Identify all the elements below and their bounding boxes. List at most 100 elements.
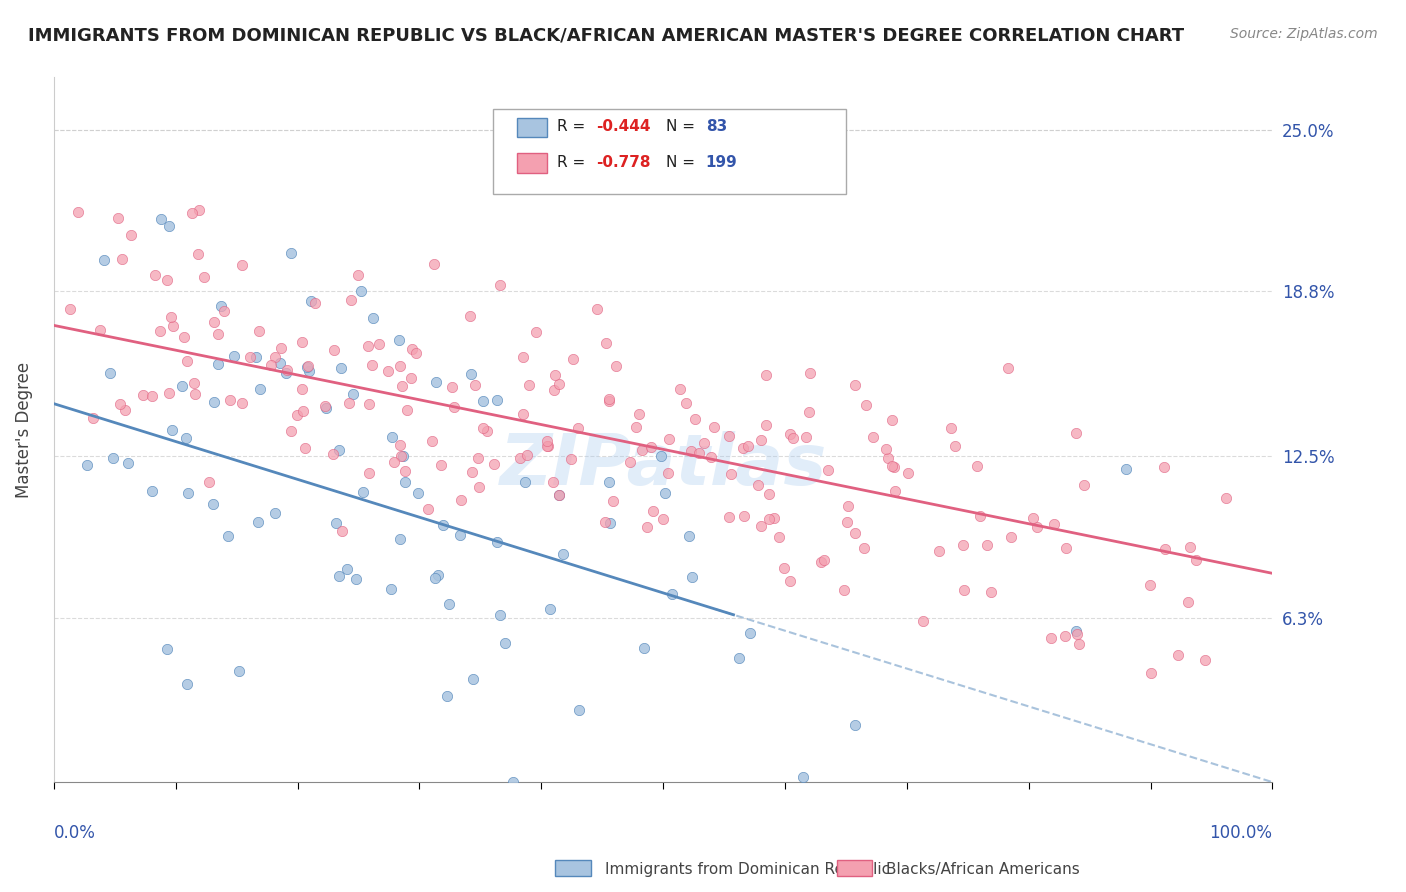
- Point: [357, 397, 380, 411]
- Point: [76, 458, 98, 472]
- Point: [792, 770, 814, 784]
- Point: [772, 560, 794, 574]
- Point: [779, 427, 801, 442]
- Point: [270, 341, 292, 355]
- Point: [245, 350, 267, 364]
- Point: [738, 625, 761, 640]
- Point: [405, 346, 427, 360]
- Point: [120, 228, 142, 243]
- Point: [718, 509, 741, 524]
- Point: [176, 486, 198, 500]
- Point: [737, 439, 759, 453]
- Point: [437, 598, 460, 612]
- Point: [460, 367, 482, 381]
- Point: [323, 343, 346, 357]
- Point: [357, 466, 380, 480]
- Point: [544, 368, 567, 382]
- Point: [440, 379, 463, 393]
- Point: [758, 512, 780, 526]
- Point: [458, 310, 481, 324]
- Point: [269, 355, 291, 369]
- Point: [188, 202, 211, 217]
- Text: ZIPatlas: ZIPatlas: [499, 431, 827, 500]
- Point: [82, 411, 104, 425]
- Point: [382, 455, 405, 469]
- Point: [388, 438, 411, 452]
- Point: [567, 703, 589, 717]
- Point: [217, 529, 239, 543]
- Point: [391, 379, 413, 393]
- Point: [107, 211, 129, 225]
- Point: [794, 430, 817, 444]
- Point: [688, 446, 710, 460]
- Point: [291, 382, 314, 396]
- Point: [1194, 653, 1216, 667]
- Point: [149, 211, 172, 226]
- Point: [426, 568, 449, 582]
- Point: [297, 364, 319, 378]
- Point: [880, 413, 903, 427]
- Point: [1066, 624, 1088, 638]
- Point: [260, 358, 283, 372]
- Point: [799, 366, 821, 380]
- Point: [1069, 637, 1091, 651]
- Point: [844, 378, 866, 392]
- Point: [143, 268, 166, 282]
- Text: Immigrants from Dominican Republic: Immigrants from Dominican Republic: [605, 863, 890, 877]
- Point: [486, 392, 509, 407]
- Point: [162, 423, 184, 437]
- Point: [304, 296, 326, 310]
- Point: [202, 315, 225, 329]
- Point: [238, 351, 260, 365]
- Point: [336, 562, 359, 576]
- Text: Source: ZipAtlas.com: Source: ZipAtlas.com: [1230, 27, 1378, 41]
- Point: [159, 310, 181, 324]
- Point: [598, 475, 620, 489]
- Point: [1167, 648, 1189, 663]
- FancyBboxPatch shape: [517, 153, 547, 172]
- Point: [209, 300, 232, 314]
- Point: [852, 541, 875, 556]
- Point: [276, 362, 298, 376]
- Point: [624, 420, 647, 434]
- Point: [669, 383, 692, 397]
- Point: [488, 278, 510, 293]
- Point: [389, 533, 412, 547]
- Point: [1215, 491, 1237, 506]
- Point: [1178, 541, 1201, 555]
- Text: Blacks/African Americans: Blacks/African Americans: [886, 863, 1080, 877]
- Point: [291, 334, 314, 349]
- Point: [768, 530, 790, 544]
- Point: [595, 336, 617, 351]
- Point: [280, 245, 302, 260]
- Point: [855, 398, 877, 412]
- Point: [862, 430, 884, 444]
- Point: [110, 396, 132, 410]
- Point: [425, 375, 447, 389]
- Point: [472, 421, 495, 435]
- Point: [747, 478, 769, 492]
- Point: [877, 451, 900, 466]
- Point: [347, 268, 370, 282]
- Point: [1064, 426, 1087, 441]
- Point: [884, 483, 907, 498]
- Point: [295, 359, 318, 374]
- Point: [249, 382, 271, 396]
- Point: [548, 488, 571, 502]
- Point: [553, 547, 575, 561]
- Point: [197, 475, 219, 489]
- Point: [342, 386, 364, 401]
- Point: [657, 467, 679, 481]
- Point: [183, 376, 205, 391]
- Point: [513, 475, 536, 489]
- Point: [567, 421, 589, 435]
- Point: [548, 376, 571, 391]
- Point: [389, 449, 412, 463]
- Point: [201, 497, 224, 511]
- Point: [683, 412, 706, 426]
- Point: [1000, 530, 1022, 544]
- Point: [1053, 628, 1076, 642]
- Point: [1066, 626, 1088, 640]
- Point: [463, 673, 485, 687]
- Point: [751, 433, 773, 447]
